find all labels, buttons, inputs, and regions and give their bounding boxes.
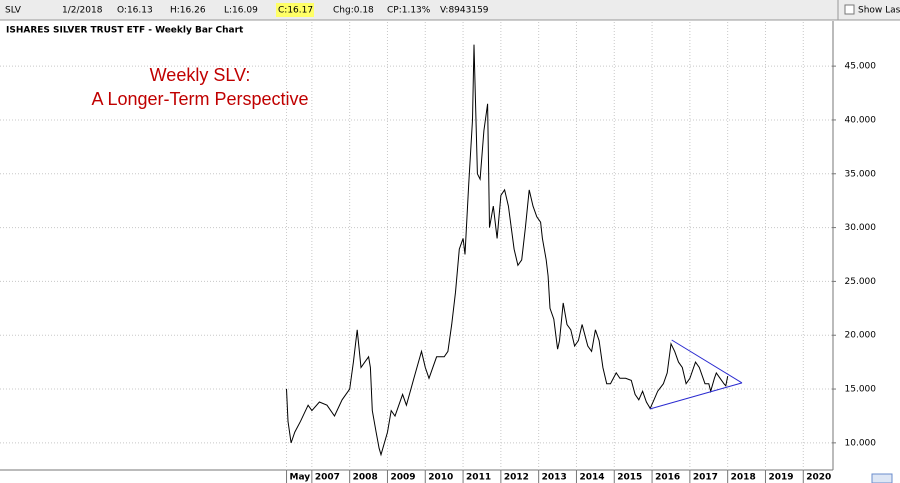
y-tick-label: 20.000	[845, 331, 877, 341]
volume: V:8943159	[440, 6, 489, 16]
header-bar	[0, 0, 900, 20]
high: H:16.26	[170, 6, 206, 16]
x-tick-label: 2016	[655, 473, 680, 483]
x-tick-label: 2008	[353, 473, 378, 483]
x-tick-label: 2013	[542, 473, 567, 483]
y-tick-label: 10.000	[845, 438, 877, 448]
annotation: A Longer-Term Perspective	[91, 89, 308, 109]
header: SLV 1/2/2018 O:16.13 H:16.26 L:16.09 C:1…	[5, 0, 900, 20]
scroll-button[interactable]	[871, 473, 893, 483]
trendline	[649, 382, 743, 410]
chart-title: ISHARES SILVER TRUST ETF - Weekly Bar Ch…	[6, 26, 244, 36]
annotation: Weekly SLV:	[150, 65, 251, 85]
close: C:16.17	[278, 6, 313, 16]
price-line	[286, 44, 729, 457]
trendline	[671, 339, 743, 384]
symbol: SLV	[5, 6, 22, 16]
x-tick-label: 2014	[579, 473, 604, 483]
open: O:16.13	[117, 6, 153, 16]
y-tick-label: 15.000	[845, 385, 877, 395]
change-percent: CP:1.13%	[387, 6, 431, 16]
y-tick-label: 35.000	[845, 169, 877, 179]
x-tick-label: 2010	[428, 473, 453, 483]
close-highlight	[276, 3, 314, 17]
x-tick-label: 2017	[693, 473, 718, 483]
x-tick-label: 2012	[504, 473, 529, 483]
y-tick-label: 25.000	[845, 277, 877, 287]
checkbox[interactable]	[844, 4, 855, 15]
x-tick-label: 2015	[617, 473, 642, 483]
x-tick-label: May	[290, 473, 311, 483]
x-tick-label: 2007	[315, 473, 340, 483]
x-tick-label: 2011	[466, 473, 491, 483]
show-last[interactable]: Show Last	[858, 6, 900, 16]
x-tick-label: 2009	[390, 473, 415, 483]
low: L:16.09	[224, 6, 258, 16]
y-tick-label: 45.000	[845, 62, 877, 72]
x-tick-label: 2018	[731, 473, 756, 483]
x-tick-label: 2020	[806, 473, 831, 483]
y-tick-label: 30.000	[845, 223, 877, 233]
change: Chg:0.18	[333, 6, 374, 16]
x-tick-label: 2019	[768, 473, 793, 483]
y-tick-label: 40.000	[845, 115, 877, 125]
date: 1/2/2018	[62, 6, 103, 16]
